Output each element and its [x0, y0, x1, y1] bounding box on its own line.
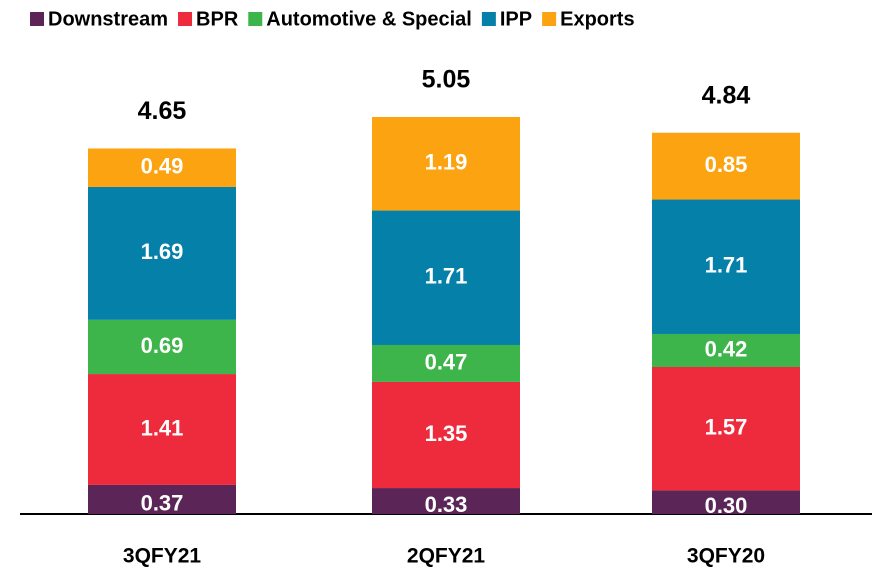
data-label: 0.42 — [705, 336, 748, 361]
legend-label: BPR — [196, 8, 239, 30]
data-label: 1.41 — [141, 415, 184, 440]
data-label: 1.19 — [425, 150, 468, 175]
legend-label: Exports — [560, 8, 634, 30]
data-label: 0.47 — [425, 349, 468, 374]
bar-segment — [652, 490, 800, 514]
legend-swatch — [542, 12, 557, 26]
bar-segment — [88, 319, 236, 375]
bar-segment — [88, 484, 236, 514]
bar-segment — [372, 381, 520, 489]
total-label: 4.65 — [138, 97, 187, 125]
x-tick-label: 3QFY21 — [123, 545, 202, 568]
data-label: 1.69 — [141, 239, 184, 264]
legend-swatch — [178, 12, 193, 26]
legend-label: Automotive & Special — [266, 8, 472, 30]
data-label: 0.37 — [141, 490, 184, 515]
legend-swatch — [481, 12, 496, 26]
data-label: 1.57 — [705, 415, 748, 440]
bar-segment — [88, 186, 236, 320]
bar-segment — [88, 374, 236, 485]
data-label: 0.33 — [425, 492, 468, 517]
data-label: 1.35 — [425, 421, 468, 446]
x-tick-label: 3QFY20 — [687, 545, 765, 568]
data-label: 0.30 — [705, 493, 748, 518]
data-label: 0.49 — [141, 154, 184, 179]
legend-label: Downstream — [48, 8, 168, 30]
total-label: 5.05 — [422, 66, 471, 94]
total-label: 4.84 — [702, 81, 751, 109]
legend-swatch — [30, 12, 44, 26]
data-label: 1.71 — [705, 253, 748, 278]
data-label: 0.85 — [705, 152, 748, 177]
bar-segment — [372, 344, 520, 382]
data-label: 1.71 — [425, 264, 468, 289]
bar-segment — [652, 132, 800, 200]
x-tick-label: 2QFY21 — [407, 545, 486, 568]
bar-segment — [372, 488, 520, 514]
bar-segment — [652, 366, 800, 491]
bar-segment — [372, 117, 520, 211]
bar-segment — [652, 199, 800, 334]
legend-label: IPP — [500, 8, 532, 30]
bar-segment — [652, 333, 800, 367]
bar-segment — [372, 210, 520, 345]
bar-segment — [88, 148, 236, 187]
data-label: 0.69 — [141, 333, 184, 358]
legend-swatch — [248, 12, 263, 26]
